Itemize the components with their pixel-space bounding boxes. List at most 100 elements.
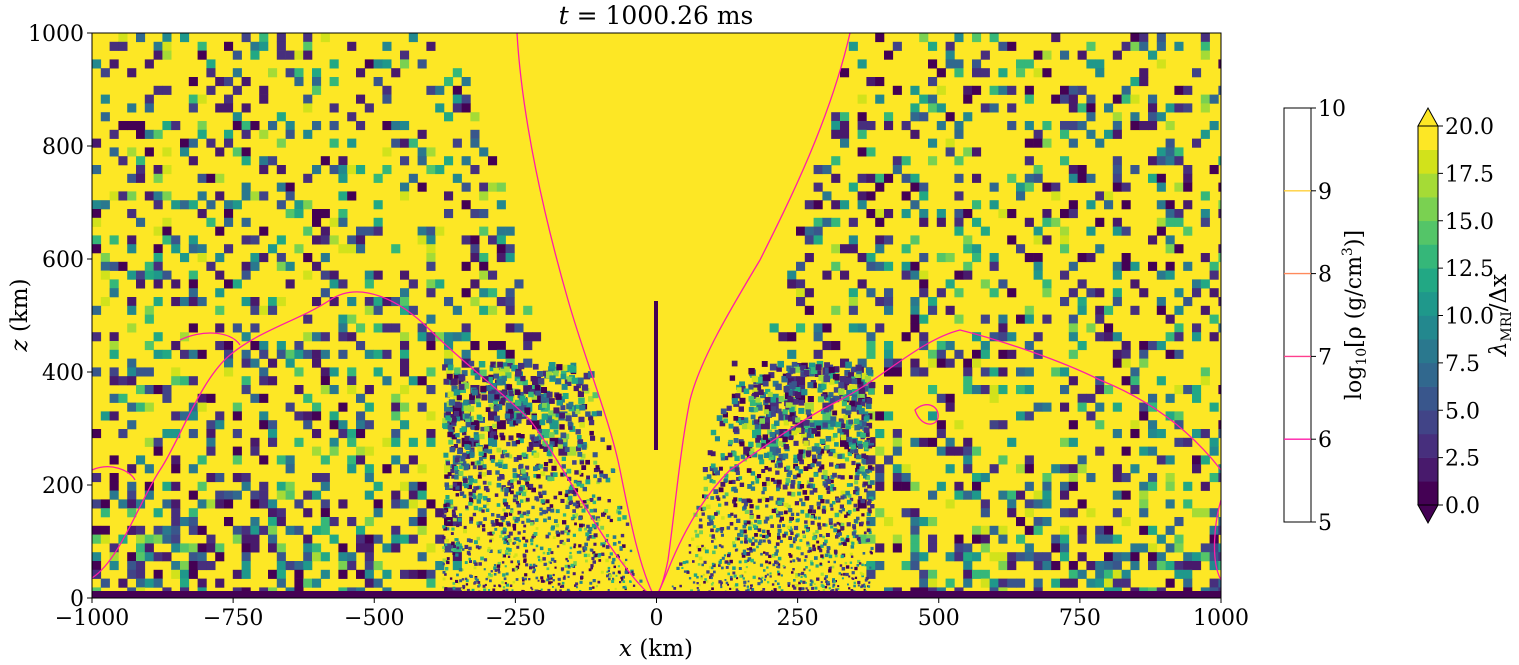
heatmap-cell: [515, 399, 522, 407]
heatmap-cell: [1077, 297, 1087, 307]
heatmap-cell: [972, 59, 982, 69]
heatmap-cell: [848, 419, 854, 425]
heatmap-cell: [303, 200, 313, 210]
heatmap-cell: [536, 474, 541, 479]
heatmap-cell: [713, 570, 716, 574]
heatmap-cell: [803, 574, 807, 577]
heatmap-cell: [476, 536, 481, 541]
heatmap-cell: [417, 481, 427, 491]
heatmap-cell: [828, 587, 831, 590]
heatmap-cell: [764, 576, 767, 579]
heatmap-cell: [478, 456, 483, 461]
heatmap-cell: [500, 362, 508, 369]
heatmap-cell: [744, 540, 747, 544]
heatmap-cell: [748, 441, 754, 448]
heatmap-cell: [250, 534, 260, 544]
heatmap-cell: [276, 517, 286, 527]
heatmap-cell: [766, 566, 769, 569]
heatmap-cell: [481, 524, 486, 528]
heatmap-cell: [740, 540, 744, 544]
heatmap-cell: [1068, 473, 1078, 483]
heatmap-cell: [855, 454, 861, 460]
heatmap-cell: [250, 525, 260, 535]
heatmap-cell: [1112, 464, 1122, 474]
heatmap-cell: [705, 549, 709, 554]
y-axis-label: z (km): [7, 278, 33, 352]
heatmap-cell: [954, 121, 964, 131]
heatmap-cell: [846, 483, 851, 487]
heatmap-cell: [417, 156, 427, 166]
heatmap-cell: [825, 580, 828, 583]
heatmap-cell: [426, 41, 436, 51]
heatmap-cell: [547, 588, 551, 592]
heatmap-cell: [713, 467, 718, 472]
heatmap-cell: [762, 534, 766, 538]
heatmap-cell: [760, 580, 763, 583]
heatmap-cell: [862, 552, 866, 555]
heatmap-cell: [512, 580, 516, 584]
heatmap-cell: [1068, 94, 1078, 104]
heatmap-cell: [470, 209, 480, 219]
heatmap-cell: [517, 542, 521, 546]
heatmap-cell: [127, 376, 137, 386]
heatmap-cell: [848, 235, 858, 245]
heatmap-cell: [1060, 402, 1070, 412]
heatmap-cell: [980, 525, 990, 535]
heatmap-cell: [910, 323, 920, 333]
heatmap-cell: [972, 173, 982, 183]
heatmap-cell: [508, 531, 513, 536]
heatmap-cell: [875, 481, 885, 491]
heatmap-cell: [800, 552, 804, 556]
heatmap-cell: [809, 490, 814, 495]
heatmap-cell: [465, 422, 471, 428]
heatmap-cell: [470, 297, 480, 307]
heatmap-cell: [303, 561, 313, 571]
heatmap-cell: [461, 235, 471, 245]
heatmap-cell: [206, 59, 216, 69]
heatmap-cell: [734, 464, 739, 469]
heatmap-cell: [866, 77, 876, 87]
heatmap-cell: [259, 41, 269, 51]
heatmap-cell: [561, 456, 566, 461]
heatmap-cell: [347, 429, 357, 439]
heatmap-cell: [507, 534, 511, 539]
heatmap-cell: [197, 41, 207, 51]
heatmap-cell: [426, 499, 436, 509]
heatmap-cell: [136, 121, 146, 131]
heatmap-cell: [778, 411, 788, 421]
heatmap-cell: [773, 479, 778, 484]
heatmap-cell: [539, 507, 543, 511]
heatmap-cell: [1016, 244, 1026, 254]
heatmap-cell: [813, 332, 823, 342]
heatmap-cell: [884, 209, 894, 219]
heatmap-cell: [998, 367, 1008, 377]
heatmap-cell: [555, 530, 559, 534]
heatmap-cell: [731, 360, 738, 367]
heatmap-cell: [513, 477, 518, 482]
heatmap-cell: [473, 581, 477, 584]
heatmap-cell: [807, 396, 814, 403]
heatmap-cell: [1156, 534, 1166, 544]
heatmap-cell: [464, 577, 468, 581]
heatmap-cell: [1033, 499, 1043, 509]
heatmap-cell: [1139, 402, 1149, 412]
heatmap-cell: [452, 68, 462, 78]
heatmap-cell: [241, 33, 251, 43]
heatmap-cell: [832, 472, 837, 478]
heatmap-cell: [464, 444, 469, 449]
heatmap-cell: [338, 165, 348, 175]
heatmap-cell: [848, 372, 855, 379]
heatmap-cell: [356, 165, 366, 175]
heatmap-cell: [830, 507, 834, 511]
heatmap-cell: [776, 497, 781, 502]
heatmap-cell: [954, 490, 964, 500]
heatmap-cell: [593, 468, 598, 473]
heatmap-cell: [815, 364, 822, 371]
heatmap-cell: [514, 389, 521, 395]
heatmap-cell: [762, 588, 766, 591]
heatmap-cell: [859, 401, 866, 408]
heatmap-cell: [587, 553, 591, 557]
heatmap-cell: [989, 85, 999, 95]
heatmap-cell: [848, 439, 854, 445]
heatmap-cell: [485, 508, 490, 512]
